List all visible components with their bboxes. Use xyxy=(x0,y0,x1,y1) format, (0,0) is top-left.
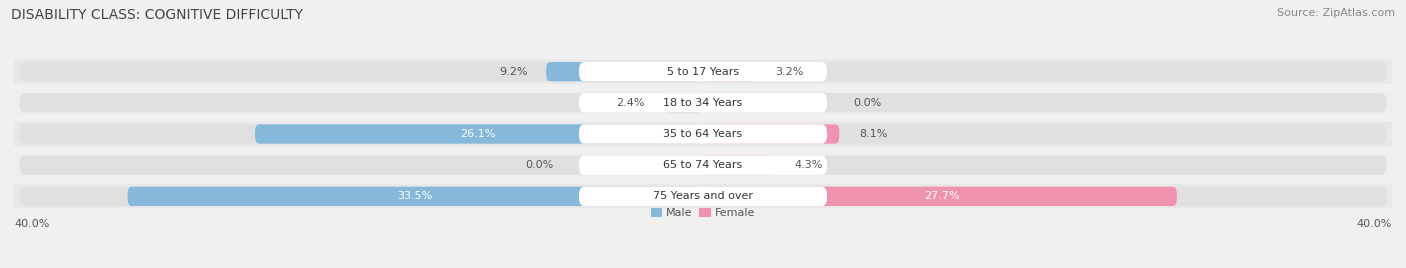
FancyBboxPatch shape xyxy=(579,124,827,144)
FancyBboxPatch shape xyxy=(702,187,1177,206)
FancyBboxPatch shape xyxy=(20,62,1386,81)
Text: 2.4%: 2.4% xyxy=(616,98,644,108)
Text: DISABILITY CLASS: COGNITIVE DIFFICULTY: DISABILITY CLASS: COGNITIVE DIFFICULTY xyxy=(11,8,304,22)
Text: 35 to 64 Years: 35 to 64 Years xyxy=(664,129,742,139)
Text: 40.0%: 40.0% xyxy=(1357,219,1392,229)
FancyBboxPatch shape xyxy=(20,187,1386,206)
FancyBboxPatch shape xyxy=(14,184,1392,209)
FancyBboxPatch shape xyxy=(14,91,1392,115)
FancyBboxPatch shape xyxy=(579,155,827,175)
FancyBboxPatch shape xyxy=(579,62,827,81)
FancyBboxPatch shape xyxy=(14,153,1392,177)
Legend: Male, Female: Male, Female xyxy=(647,203,759,223)
Text: 40.0%: 40.0% xyxy=(14,219,49,229)
Text: 33.5%: 33.5% xyxy=(396,191,432,201)
FancyBboxPatch shape xyxy=(14,122,1392,146)
FancyBboxPatch shape xyxy=(14,59,1392,84)
FancyBboxPatch shape xyxy=(579,93,827,113)
Text: 0.0%: 0.0% xyxy=(853,98,882,108)
FancyBboxPatch shape xyxy=(20,155,1386,175)
FancyBboxPatch shape xyxy=(546,62,703,81)
Text: Source: ZipAtlas.com: Source: ZipAtlas.com xyxy=(1277,8,1395,18)
Text: 26.1%: 26.1% xyxy=(461,129,496,139)
FancyBboxPatch shape xyxy=(254,124,703,144)
FancyBboxPatch shape xyxy=(128,187,703,206)
Text: 8.1%: 8.1% xyxy=(859,129,889,139)
FancyBboxPatch shape xyxy=(579,187,827,206)
FancyBboxPatch shape xyxy=(664,93,703,113)
Text: 3.2%: 3.2% xyxy=(775,67,804,77)
FancyBboxPatch shape xyxy=(702,124,839,144)
Text: 75 Years and over: 75 Years and over xyxy=(652,191,754,201)
Text: 65 to 74 Years: 65 to 74 Years xyxy=(664,160,742,170)
Text: 0.0%: 0.0% xyxy=(524,160,553,170)
Text: 9.2%: 9.2% xyxy=(499,67,527,77)
FancyBboxPatch shape xyxy=(20,93,1386,113)
Text: 27.7%: 27.7% xyxy=(924,191,959,201)
Text: 4.3%: 4.3% xyxy=(794,160,823,170)
Text: 18 to 34 Years: 18 to 34 Years xyxy=(664,98,742,108)
FancyBboxPatch shape xyxy=(20,124,1386,144)
FancyBboxPatch shape xyxy=(702,155,773,175)
Text: 5 to 17 Years: 5 to 17 Years xyxy=(666,67,740,77)
FancyBboxPatch shape xyxy=(702,62,755,81)
